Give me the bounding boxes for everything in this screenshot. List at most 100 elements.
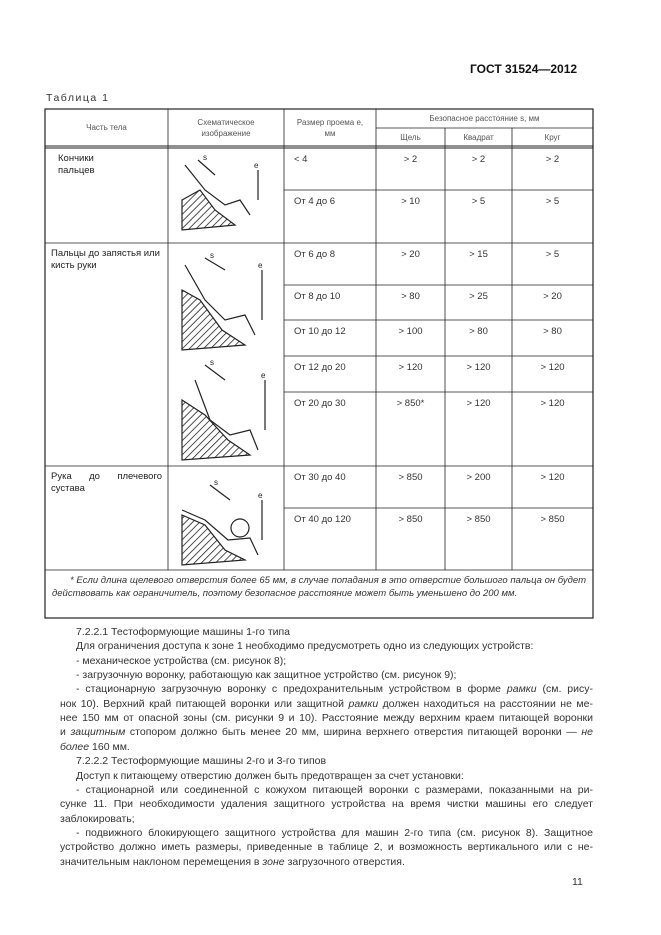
slot-cell: > 20 bbox=[401, 249, 420, 260]
text-segment: 7.2.2.2 Тестоформующие машины 2-го и 3-г… bbox=[76, 755, 327, 768]
size-cell: От 12 до 20 bbox=[294, 362, 346, 373]
circle-cell: > 20 bbox=[543, 291, 562, 302]
text-line: заблокировать; bbox=[60, 813, 593, 825]
svg-text:s: s bbox=[210, 358, 214, 367]
circle-cell: > 5 bbox=[545, 249, 560, 260]
slot-cell: > 850 bbox=[398, 514, 423, 525]
text-segment: зоне bbox=[262, 855, 285, 868]
col-header-distance: Безопасное расстояние s, мм bbox=[429, 114, 540, 123]
col-header-square: Квадрат bbox=[463, 132, 494, 142]
text-segment: 160 мм. bbox=[89, 740, 130, 753]
slot-cell: > 850 bbox=[398, 472, 423, 483]
text-segment: сунке 11. При необходимости удаления защ… bbox=[60, 798, 593, 811]
text-segment: нее 150 мм от опасной зоны (см. рисунки … bbox=[60, 712, 593, 725]
col-header-size: Размер проема e, мм bbox=[296, 117, 364, 138]
square-cell: > 80 bbox=[469, 326, 488, 337]
finger-hand-diagram-icon: s e s e bbox=[181, 251, 266, 461]
square-cell: > 200 bbox=[466, 472, 491, 483]
text-segment: устройство должно иметь размеры, приведе… bbox=[60, 841, 593, 854]
svg-text:e: e bbox=[261, 371, 266, 380]
size-cell: От 6 до 8 bbox=[294, 249, 336, 260]
text-segment: рамки bbox=[348, 697, 379, 710]
slot-cell: > 10 bbox=[401, 196, 420, 207]
text-line: - загрузочную воронку, работающую как за… bbox=[76, 669, 593, 681]
svg-text:s: s bbox=[210, 251, 214, 260]
size-cell: От 40 до 120 bbox=[294, 514, 351, 525]
svg-text:e: e bbox=[254, 161, 259, 170]
text-segment: - стационарной или соединенной с кожухом… bbox=[76, 783, 593, 796]
text-segment: - стационарную загрузочную воронку с пре… bbox=[76, 683, 507, 696]
size-cell: От 8 до 10 bbox=[294, 291, 341, 302]
size-cell: От 20 до 30 bbox=[294, 398, 346, 409]
size-cell: От 4 до 6 bbox=[294, 196, 336, 207]
text-line: нее 150 мм от опасной зоны (см. рисунки … bbox=[60, 712, 593, 726]
slot-cell: > 850* bbox=[396, 398, 425, 409]
text-line: Доступ к питающему отверстию должен быть… bbox=[76, 770, 593, 782]
circle-cell: > 120 bbox=[540, 472, 565, 483]
slot-cell: > 2 bbox=[403, 154, 418, 165]
body-part-cell: Пальцы до запястья или кисть руки bbox=[51, 248, 160, 271]
text-line: более 160 мм. bbox=[60, 741, 593, 753]
text-segment: Для ограничения доступа к зоне 1 необход… bbox=[76, 640, 534, 653]
table-footnote: * Если длина щелевого отверстия более 65… bbox=[52, 575, 586, 599]
text-line: сунке 11. При необходимости удаления защ… bbox=[60, 798, 593, 812]
body-part-cell: Кончики пальцев bbox=[58, 153, 95, 176]
text-line: - стационарную загрузочную воронку с пре… bbox=[76, 683, 593, 697]
text-segment: значительным наклоном перемещения в bbox=[60, 855, 263, 868]
circle-cell: > 5 bbox=[545, 196, 560, 207]
circle-cell: > 2 bbox=[545, 154, 560, 165]
text-segment: рамки bbox=[506, 683, 537, 696]
slot-cell: > 100 bbox=[398, 326, 423, 337]
text-segment: более bbox=[60, 740, 90, 753]
text-line: устройство должно иметь размеры, приведе… bbox=[60, 841, 593, 855]
table-grid bbox=[44, 108, 594, 619]
text-segment: стопором должно быть менее 20 мм, ширина… bbox=[125, 726, 582, 739]
text-segment: должен находиться на расстоянии не ме- bbox=[378, 697, 593, 710]
text-line: нок 10). Верхний край питающей воронки и… bbox=[60, 698, 593, 712]
col-header-slot: Щель bbox=[400, 132, 421, 142]
text-line: 7.2.2.1 Тестоформующие машины 1-го типа bbox=[76, 626, 593, 638]
arm-diagram-icon: s e bbox=[181, 478, 263, 566]
col-header-part: Часть тела bbox=[86, 123, 127, 132]
slot-cell: > 120 bbox=[398, 362, 423, 373]
square-cell: > 15 bbox=[469, 249, 488, 260]
text-segment: не bbox=[581, 726, 593, 739]
text-segment: Доступ к питающему отверстию должен быть… bbox=[76, 769, 464, 782]
square-cell: > 850 bbox=[466, 514, 491, 525]
svg-text:e: e bbox=[258, 261, 263, 270]
page-number: 11 bbox=[572, 876, 583, 888]
square-cell: > 2 bbox=[471, 154, 486, 165]
text-line: значительным наклоном перемещения в зоне… bbox=[60, 856, 593, 868]
square-cell: > 120 bbox=[466, 362, 491, 373]
text-segment: защитным bbox=[70, 726, 126, 739]
text-line: - стационарной или соединенной с кожухом… bbox=[76, 784, 593, 798]
table-caption: Таблица 1 bbox=[46, 92, 110, 104]
col-header-image: Схематическое изображение bbox=[197, 117, 255, 138]
square-cell: > 25 bbox=[469, 291, 488, 302]
circle-cell: > 850 bbox=[540, 514, 565, 525]
svg-text:s: s bbox=[203, 153, 207, 162]
circle-cell: > 120 bbox=[540, 398, 565, 409]
text-segment: - загрузочную воронку, работающую как за… bbox=[76, 669, 457, 682]
size-cell: От 10 до 12 bbox=[294, 326, 346, 337]
square-cell: > 5 bbox=[471, 196, 486, 207]
svg-text:s: s bbox=[214, 478, 218, 487]
text-segment: загрузочного отверстия. bbox=[284, 855, 405, 868]
size-cell: < 4 bbox=[294, 154, 308, 165]
square-cell: > 120 bbox=[466, 398, 491, 409]
circle-cell: > 80 bbox=[543, 326, 562, 337]
text-segment: и bbox=[60, 726, 71, 739]
text-line: Для ограничения доступа к зоне 1 необход… bbox=[76, 640, 593, 652]
svg-text:e: e bbox=[258, 491, 263, 500]
text-segment: - механическое устройства (см. рисунок 8… bbox=[76, 654, 287, 667]
text-segment: 7.2.2.1 Тестоформующие машины 1-го типа bbox=[76, 626, 291, 638]
size-cell: От 30 до 40 bbox=[294, 472, 346, 483]
text-line: - механическое устройства (см. рисунок 8… bbox=[76, 655, 593, 667]
text-segment: нок 10). Верхний край питающей воронки и… bbox=[60, 697, 349, 710]
standard-number: ГОСТ 31524—2012 bbox=[470, 62, 578, 76]
text-line: - подвижного блокирующего защитного устр… bbox=[76, 827, 593, 841]
text-line: и защитным стопором должно быть менее 20… bbox=[60, 726, 593, 740]
text-line: 7.2.2.2 Тестоформующие машины 2-го и 3-г… bbox=[76, 755, 593, 767]
